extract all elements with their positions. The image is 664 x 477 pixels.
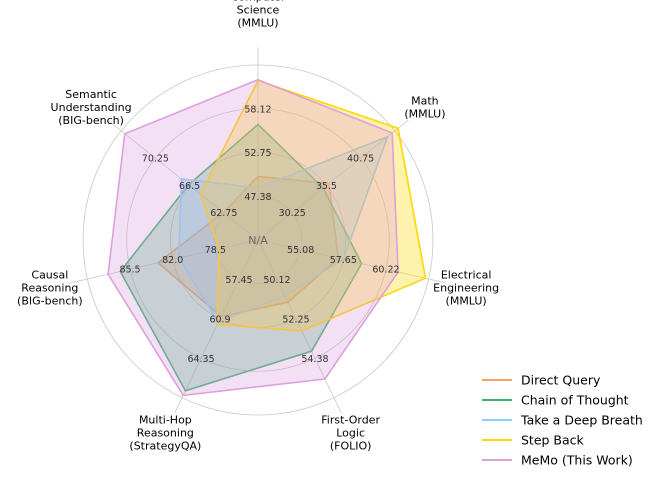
legend-label: Step Back — [521, 433, 585, 448]
legend: Direct Query Chain of Thought Take a Deep … — [482, 373, 643, 468]
tick-label: 57.45 — [225, 275, 252, 286]
tick-label: 85.5 — [119, 265, 140, 276]
tick-label: 70.25 — [142, 154, 169, 165]
axis-label: Math (MMLU) — [404, 94, 445, 120]
tick-labels: 47.38 52.75 58.12 30.25 35.5 40.75 55.08 57.65 6… — [119, 104, 399, 365]
axis-label: Multi-Hop Reasoning (StrategyQA) — [129, 413, 201, 452]
tick-label: 55.08 — [287, 245, 314, 256]
axis-label: ComputerScience(MMLU) — [231, 0, 286, 30]
axis-label: Electrical Engineering (MMLU) — [433, 269, 499, 308]
grid — [70, 47, 446, 416]
axis-spoke — [174, 239, 259, 414]
series-memo-this-work — [107, 78, 399, 397]
axis-label: Causal Reasoning (BIG-bench) — [17, 269, 83, 308]
tick-label: 60.9 — [209, 314, 230, 325]
axis-spoke — [257, 119, 409, 241]
tick-label: 82.0 — [162, 255, 183, 266]
tick-label: 78.5 — [205, 245, 226, 256]
legend-label: Take a Deep Breath — [520, 413, 643, 428]
series-layer — [107, 78, 427, 397]
tick-label: 64.35 — [187, 354, 214, 365]
tick-label: 62.75 — [210, 208, 237, 219]
axis-spoke — [70, 239, 259, 284]
legend-label: MeMo (This Work) — [521, 453, 633, 468]
tick-label: 50.12 — [263, 275, 290, 286]
tick-label: 54.38 — [301, 354, 328, 365]
axis-label: Semantic Understanding (BIG-bench) — [51, 88, 132, 127]
series-take-a-deep-breath — [177, 135, 390, 324]
tick-label: 58.12 — [244, 104, 271, 115]
legend-label: Direct Query — [521, 373, 601, 388]
tick-label: 40.75 — [347, 154, 374, 165]
tick-label: 30.25 — [279, 208, 306, 219]
axis-labels: ComputerScience(MMLU) Math(MMLU) Electrica… — [17, 0, 499, 452]
legend-label: Chain of Thought — [521, 393, 629, 408]
axis-label: First-Order Logic (FOLIO) — [321, 413, 380, 452]
center-label: N/A — [248, 234, 268, 247]
tick-label: 52.25 — [282, 314, 309, 325]
series-chain-of-thought — [119, 123, 363, 392]
series-step-back — [199, 79, 427, 332]
axis-spoke — [257, 239, 342, 414]
tick-label: 35.5 — [316, 181, 337, 192]
axis-spoke — [107, 119, 259, 241]
tick-label: 57.65 — [330, 255, 357, 266]
tick-label: 66.5 — [179, 181, 200, 192]
tick-label: 60.22 — [372, 265, 399, 276]
tick-label: 52.75 — [244, 148, 271, 159]
tick-label: 47.38 — [244, 192, 271, 203]
axis-spoke — [257, 239, 446, 284]
series-direct-query — [156, 175, 340, 318]
